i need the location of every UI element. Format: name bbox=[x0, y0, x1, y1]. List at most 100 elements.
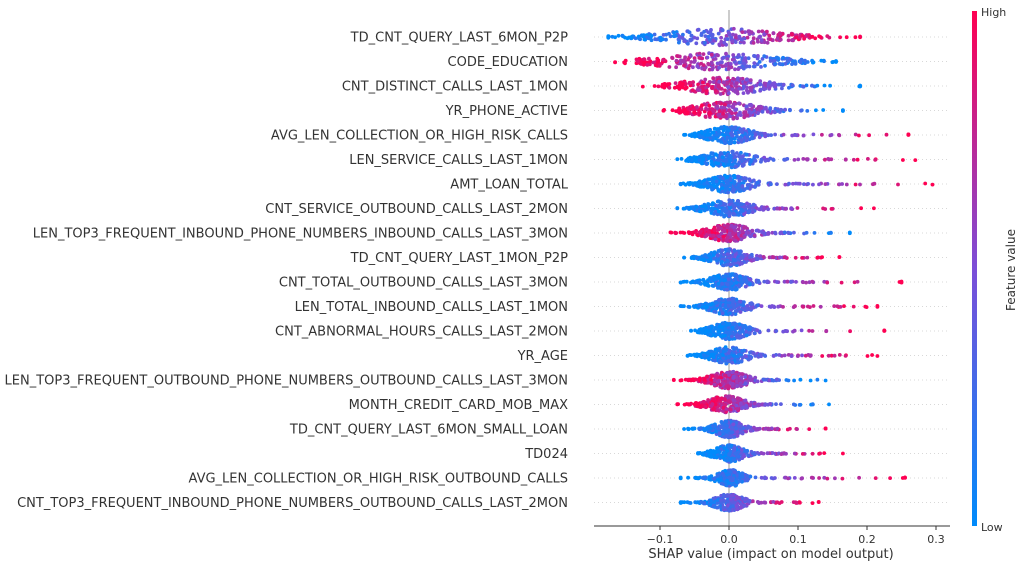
shap-point bbox=[740, 448, 744, 452]
shap-point bbox=[716, 224, 720, 228]
shap-point bbox=[718, 354, 722, 358]
shap-point bbox=[692, 36, 696, 40]
shap-point bbox=[717, 282, 721, 286]
shap-point bbox=[655, 38, 659, 42]
shap-point bbox=[717, 210, 721, 214]
shap-point bbox=[702, 378, 706, 382]
shap-point bbox=[723, 141, 727, 145]
shap-point bbox=[678, 55, 682, 59]
shap-point bbox=[736, 67, 740, 71]
shap-point bbox=[775, 378, 779, 382]
feature-swarm bbox=[672, 370, 828, 391]
shap-point bbox=[845, 183, 849, 187]
shap-point bbox=[662, 33, 666, 37]
shap-point bbox=[768, 106, 772, 110]
shap-point bbox=[827, 403, 831, 407]
shap-point bbox=[689, 329, 693, 333]
shap-point bbox=[668, 65, 672, 69]
shap-point bbox=[792, 379, 796, 383]
shap-point bbox=[733, 176, 737, 180]
shap-point bbox=[761, 110, 765, 114]
shap-point bbox=[721, 64, 725, 68]
shap-point bbox=[714, 403, 718, 407]
shap-point bbox=[740, 471, 744, 475]
shap-point bbox=[710, 53, 714, 57]
shap-point bbox=[790, 62, 794, 66]
shap-point bbox=[693, 281, 697, 285]
shap-point bbox=[695, 476, 699, 480]
row-gridlines bbox=[594, 37, 950, 503]
shap-point bbox=[854, 183, 858, 187]
shap-point bbox=[721, 263, 725, 267]
shap-point bbox=[679, 182, 683, 186]
shap-point bbox=[722, 80, 726, 84]
shap-point bbox=[746, 477, 750, 481]
shap-point bbox=[828, 84, 832, 88]
shap-point bbox=[735, 151, 739, 155]
shap-point bbox=[733, 108, 737, 112]
shap-point bbox=[707, 178, 711, 182]
shap-point bbox=[735, 430, 739, 434]
shap-point bbox=[682, 133, 686, 137]
shap-point bbox=[854, 35, 858, 39]
shap-point bbox=[745, 138, 749, 142]
shap-point bbox=[724, 419, 728, 423]
shap-point bbox=[764, 107, 768, 111]
shap-point bbox=[732, 273, 736, 277]
shap-point bbox=[783, 108, 787, 112]
shap-point bbox=[700, 33, 704, 37]
shap-point bbox=[724, 330, 728, 334]
shap-point bbox=[734, 36, 738, 40]
shap-point bbox=[720, 361, 724, 365]
shap-point bbox=[717, 379, 721, 383]
shap-point bbox=[783, 255, 787, 259]
shap-point bbox=[715, 259, 719, 263]
shap-point bbox=[762, 54, 766, 58]
shap-point bbox=[747, 56, 751, 60]
shap-point bbox=[705, 162, 709, 166]
shap-point bbox=[816, 378, 820, 382]
shap-point bbox=[806, 182, 810, 186]
shap-point bbox=[788, 427, 792, 431]
shap-point bbox=[720, 260, 724, 264]
shap-point bbox=[758, 60, 762, 64]
shap-point bbox=[702, 30, 706, 34]
shap-point bbox=[722, 106, 726, 110]
shap-point bbox=[704, 115, 708, 119]
shap-point bbox=[737, 353, 741, 357]
shap-point bbox=[687, 305, 691, 309]
shap-point bbox=[729, 81, 733, 85]
shap-point bbox=[720, 232, 724, 236]
shap-point bbox=[698, 353, 702, 357]
shap-point bbox=[738, 224, 742, 228]
shap-point bbox=[783, 183, 787, 187]
shap-point bbox=[728, 311, 732, 315]
shap-point bbox=[672, 378, 676, 382]
shap-point bbox=[712, 80, 716, 84]
shap-point bbox=[732, 57, 736, 61]
shap-point bbox=[817, 183, 821, 187]
shap-point bbox=[716, 62, 720, 66]
shap-point bbox=[687, 157, 691, 161]
shap-point bbox=[713, 359, 717, 363]
shap-point bbox=[837, 134, 841, 138]
shap-point bbox=[725, 57, 729, 61]
shap-point bbox=[743, 56, 747, 60]
shap-point bbox=[687, 427, 691, 431]
shap-point bbox=[740, 372, 744, 376]
shap-point bbox=[907, 133, 911, 137]
shap-point bbox=[691, 65, 695, 69]
shap-point bbox=[744, 382, 748, 386]
shap-point bbox=[740, 202, 744, 206]
shap-point bbox=[682, 427, 686, 431]
shap-point bbox=[700, 205, 704, 209]
shap-point bbox=[740, 280, 744, 284]
shap-point bbox=[706, 186, 710, 190]
shap-point bbox=[698, 134, 702, 138]
shap-point bbox=[642, 61, 646, 65]
shap-point bbox=[754, 428, 758, 432]
shap-point bbox=[729, 178, 733, 182]
shap-point bbox=[736, 361, 740, 365]
shap-point bbox=[732, 422, 736, 426]
shap-point bbox=[729, 287, 733, 291]
